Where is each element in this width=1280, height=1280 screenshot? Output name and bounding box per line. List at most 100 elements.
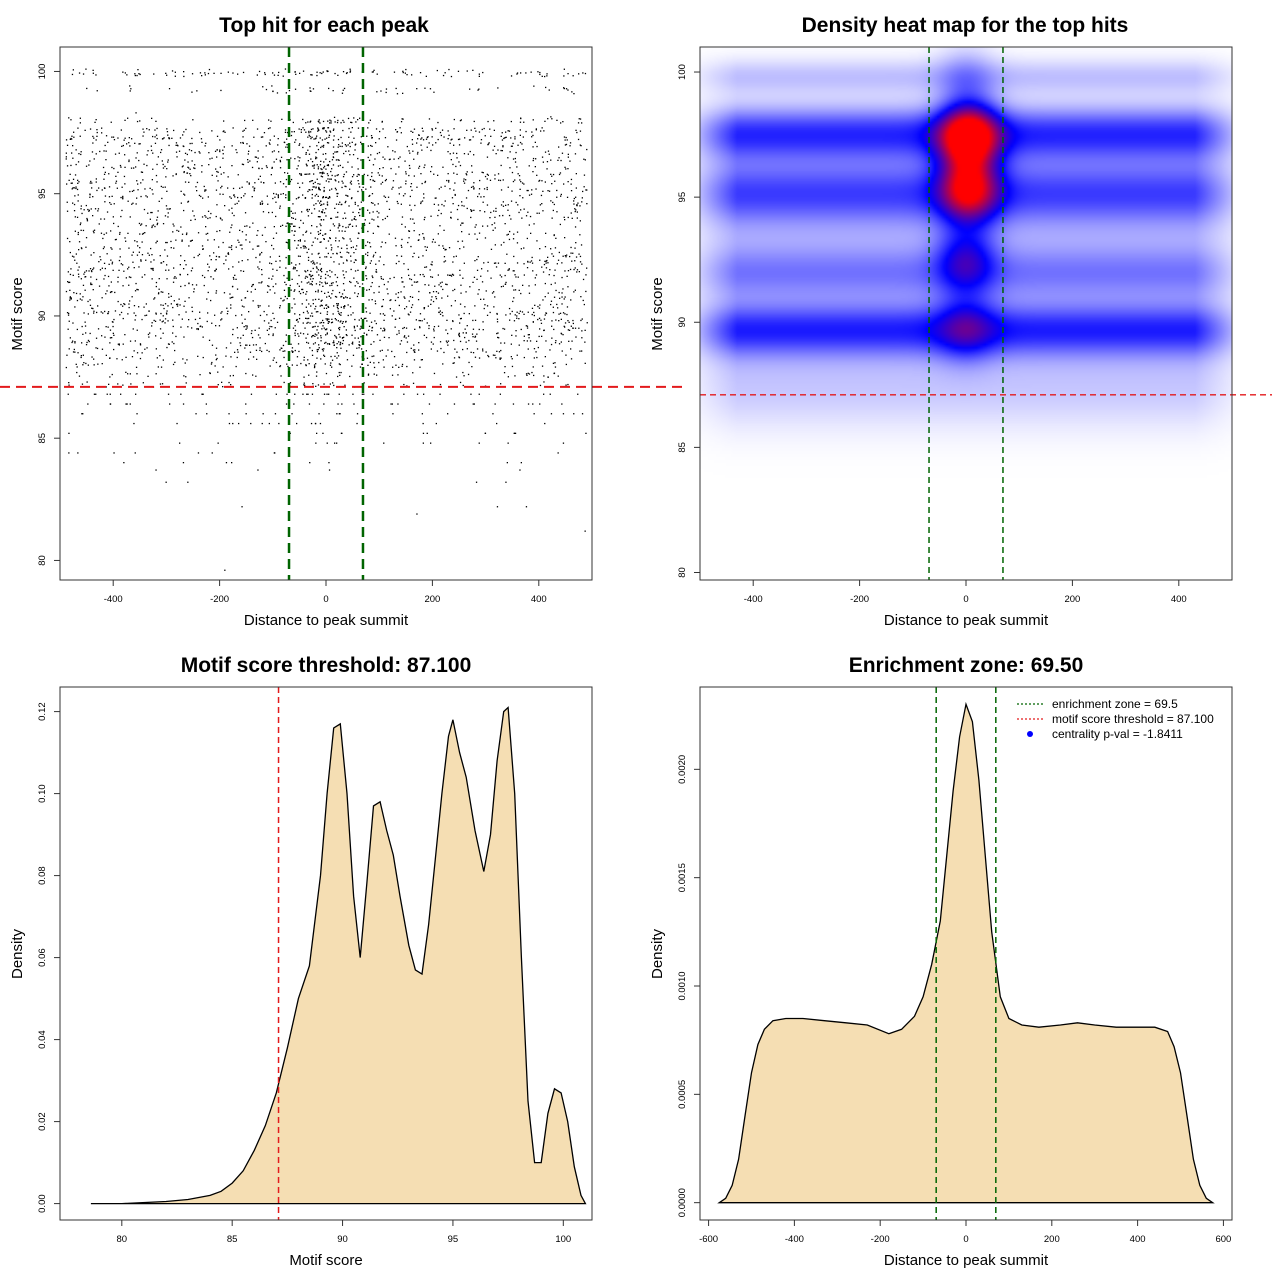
scatter-point — [255, 349, 258, 351]
scatter-point — [360, 336, 362, 338]
scatter-point — [567, 286, 569, 288]
scatter-point — [100, 218, 102, 220]
scatter-point — [457, 240, 459, 243]
scatter-point — [534, 166, 536, 168]
scatter-point — [211, 174, 213, 176]
scatter-point — [299, 186, 301, 189]
scatter-point — [472, 336, 474, 338]
scatter-point — [82, 364, 84, 366]
scatter-point — [74, 216, 76, 218]
scatter-point — [74, 195, 76, 197]
scatter-point — [439, 383, 442, 386]
scatter-point — [315, 305, 317, 308]
scatter-point — [494, 244, 496, 246]
scatter-point — [128, 142, 130, 144]
scatter-point — [371, 193, 374, 195]
scatter-point — [294, 334, 296, 337]
scatter-point — [256, 234, 258, 236]
scatter-point — [369, 312, 371, 314]
scatter-point — [310, 270, 312, 272]
scatter-point — [300, 281, 303, 283]
scatter-point — [275, 283, 277, 285]
heatmap-x-tick-label: 400 — [1171, 594, 1187, 605]
scatter-point — [468, 233, 470, 235]
scatter-point — [434, 285, 436, 287]
scatter-point — [340, 247, 343, 249]
scatter-point — [217, 371, 219, 373]
scatter-point — [187, 161, 189, 163]
scatter-point — [156, 163, 158, 166]
scatter-point — [272, 285, 274, 288]
scatter-point — [195, 413, 197, 415]
scatter-point — [520, 328, 522, 331]
scatter-point — [549, 393, 551, 395]
scatter-point — [137, 245, 139, 247]
scatter-point — [341, 403, 343, 405]
scatter-point — [279, 260, 281, 262]
scatter-point — [345, 171, 348, 173]
scatter-point — [238, 200, 240, 202]
scatter-point — [394, 299, 397, 302]
scatter-point — [560, 333, 563, 335]
scatter-point — [189, 240, 192, 242]
scatter-point — [351, 166, 353, 168]
scatter-point — [316, 271, 318, 273]
scatter-point — [244, 119, 246, 122]
scatter-point — [81, 325, 83, 328]
scatter-point — [168, 137, 170, 140]
scatter-point — [413, 351, 415, 353]
scatter-point — [528, 337, 530, 339]
scatter-point — [310, 422, 313, 425]
scatter-point — [294, 268, 296, 270]
scatter-point — [157, 156, 159, 158]
score-density-x-tick-label: 95 — [448, 1234, 459, 1245]
scatter-point — [418, 239, 420, 241]
scatter-point — [329, 229, 331, 231]
scatter-point — [408, 150, 410, 152]
distance-density-x-ticks: -600 -400 -200 0 200 400 600 — [699, 1220, 1231, 1245]
scatter-point — [323, 128, 325, 130]
scatter-point — [231, 224, 233, 226]
scatter-point — [344, 144, 347, 146]
scatter-point — [353, 325, 355, 328]
scatter-point — [67, 314, 70, 316]
scatter-point — [544, 282, 546, 285]
scatter-point — [307, 312, 309, 314]
scatter-point — [511, 190, 513, 192]
scatter-point — [397, 374, 399, 376]
scatter-point — [130, 383, 132, 385]
scatter-point — [153, 73, 155, 75]
scatter-point — [497, 336, 499, 339]
scatter-point — [518, 175, 521, 177]
scatter-point — [372, 256, 374, 258]
scatter-point — [500, 189, 503, 191]
scatter-point — [155, 335, 157, 337]
scatter-point — [582, 299, 584, 302]
scatter-point — [557, 159, 559, 161]
scatter-point — [502, 327, 504, 330]
scatter-point — [550, 300, 553, 302]
scatter-point — [496, 506, 499, 508]
scatter-point — [349, 182, 352, 184]
scatter-point — [172, 281, 175, 283]
scatter-point — [370, 343, 372, 345]
scatter-point — [357, 282, 359, 284]
scatter-point — [308, 403, 311, 405]
scatter-point — [458, 334, 460, 336]
scatter-point — [502, 201, 504, 203]
scatter-point — [355, 143, 357, 145]
scatter-point — [507, 376, 509, 378]
scatter-point — [397, 403, 399, 405]
scatter-point — [169, 208, 171, 210]
scatter-point — [279, 365, 282, 367]
scatter-point — [165, 241, 167, 244]
scatter-point — [201, 141, 203, 143]
scatter-point — [95, 139, 97, 141]
scatter-point — [328, 343, 330, 345]
scatter-point — [512, 300, 514, 303]
score-density-title: Motif score threshold: 87.100 — [181, 654, 472, 677]
scatter-point — [229, 196, 231, 198]
scatter-point — [390, 167, 392, 170]
scatter-point — [510, 200, 513, 202]
scatter-point — [228, 209, 230, 211]
